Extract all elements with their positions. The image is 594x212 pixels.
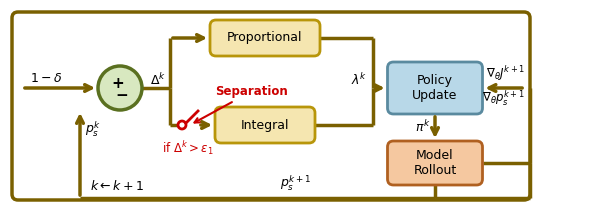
FancyBboxPatch shape (387, 141, 482, 185)
FancyBboxPatch shape (215, 107, 315, 143)
Text: $\nabla_\theta p_s^{k+1}$: $\nabla_\theta p_s^{k+1}$ (482, 88, 525, 108)
FancyBboxPatch shape (210, 20, 320, 56)
Text: $\nabla_\theta J^{k+1}$: $\nabla_\theta J^{k+1}$ (486, 64, 525, 84)
Circle shape (98, 66, 142, 110)
FancyBboxPatch shape (387, 62, 482, 114)
Text: −: − (116, 88, 128, 102)
Text: $1-\delta$: $1-\delta$ (30, 71, 62, 85)
Text: $p_s^{k+1}$: $p_s^{k+1}$ (280, 174, 311, 193)
Text: $\Delta^k$: $\Delta^k$ (150, 72, 166, 88)
Text: +: + (112, 77, 124, 92)
Text: $k \leftarrow k+1$: $k \leftarrow k+1$ (90, 179, 144, 193)
Text: $\pi^k$: $\pi^k$ (415, 119, 430, 135)
Text: Model
Rollout: Model Rollout (413, 149, 457, 177)
Text: $p_s^k$: $p_s^k$ (85, 120, 101, 139)
Text: $\lambda^k$: $\lambda^k$ (351, 72, 368, 88)
Text: Separation: Separation (194, 85, 287, 123)
Circle shape (178, 121, 186, 129)
Text: Integral: Integral (241, 119, 289, 131)
Text: if $\Delta^k > \varepsilon_1$: if $\Delta^k > \varepsilon_1$ (162, 139, 214, 157)
Text: Proportional: Proportional (228, 32, 303, 45)
Text: Policy
Update: Policy Update (412, 74, 458, 102)
